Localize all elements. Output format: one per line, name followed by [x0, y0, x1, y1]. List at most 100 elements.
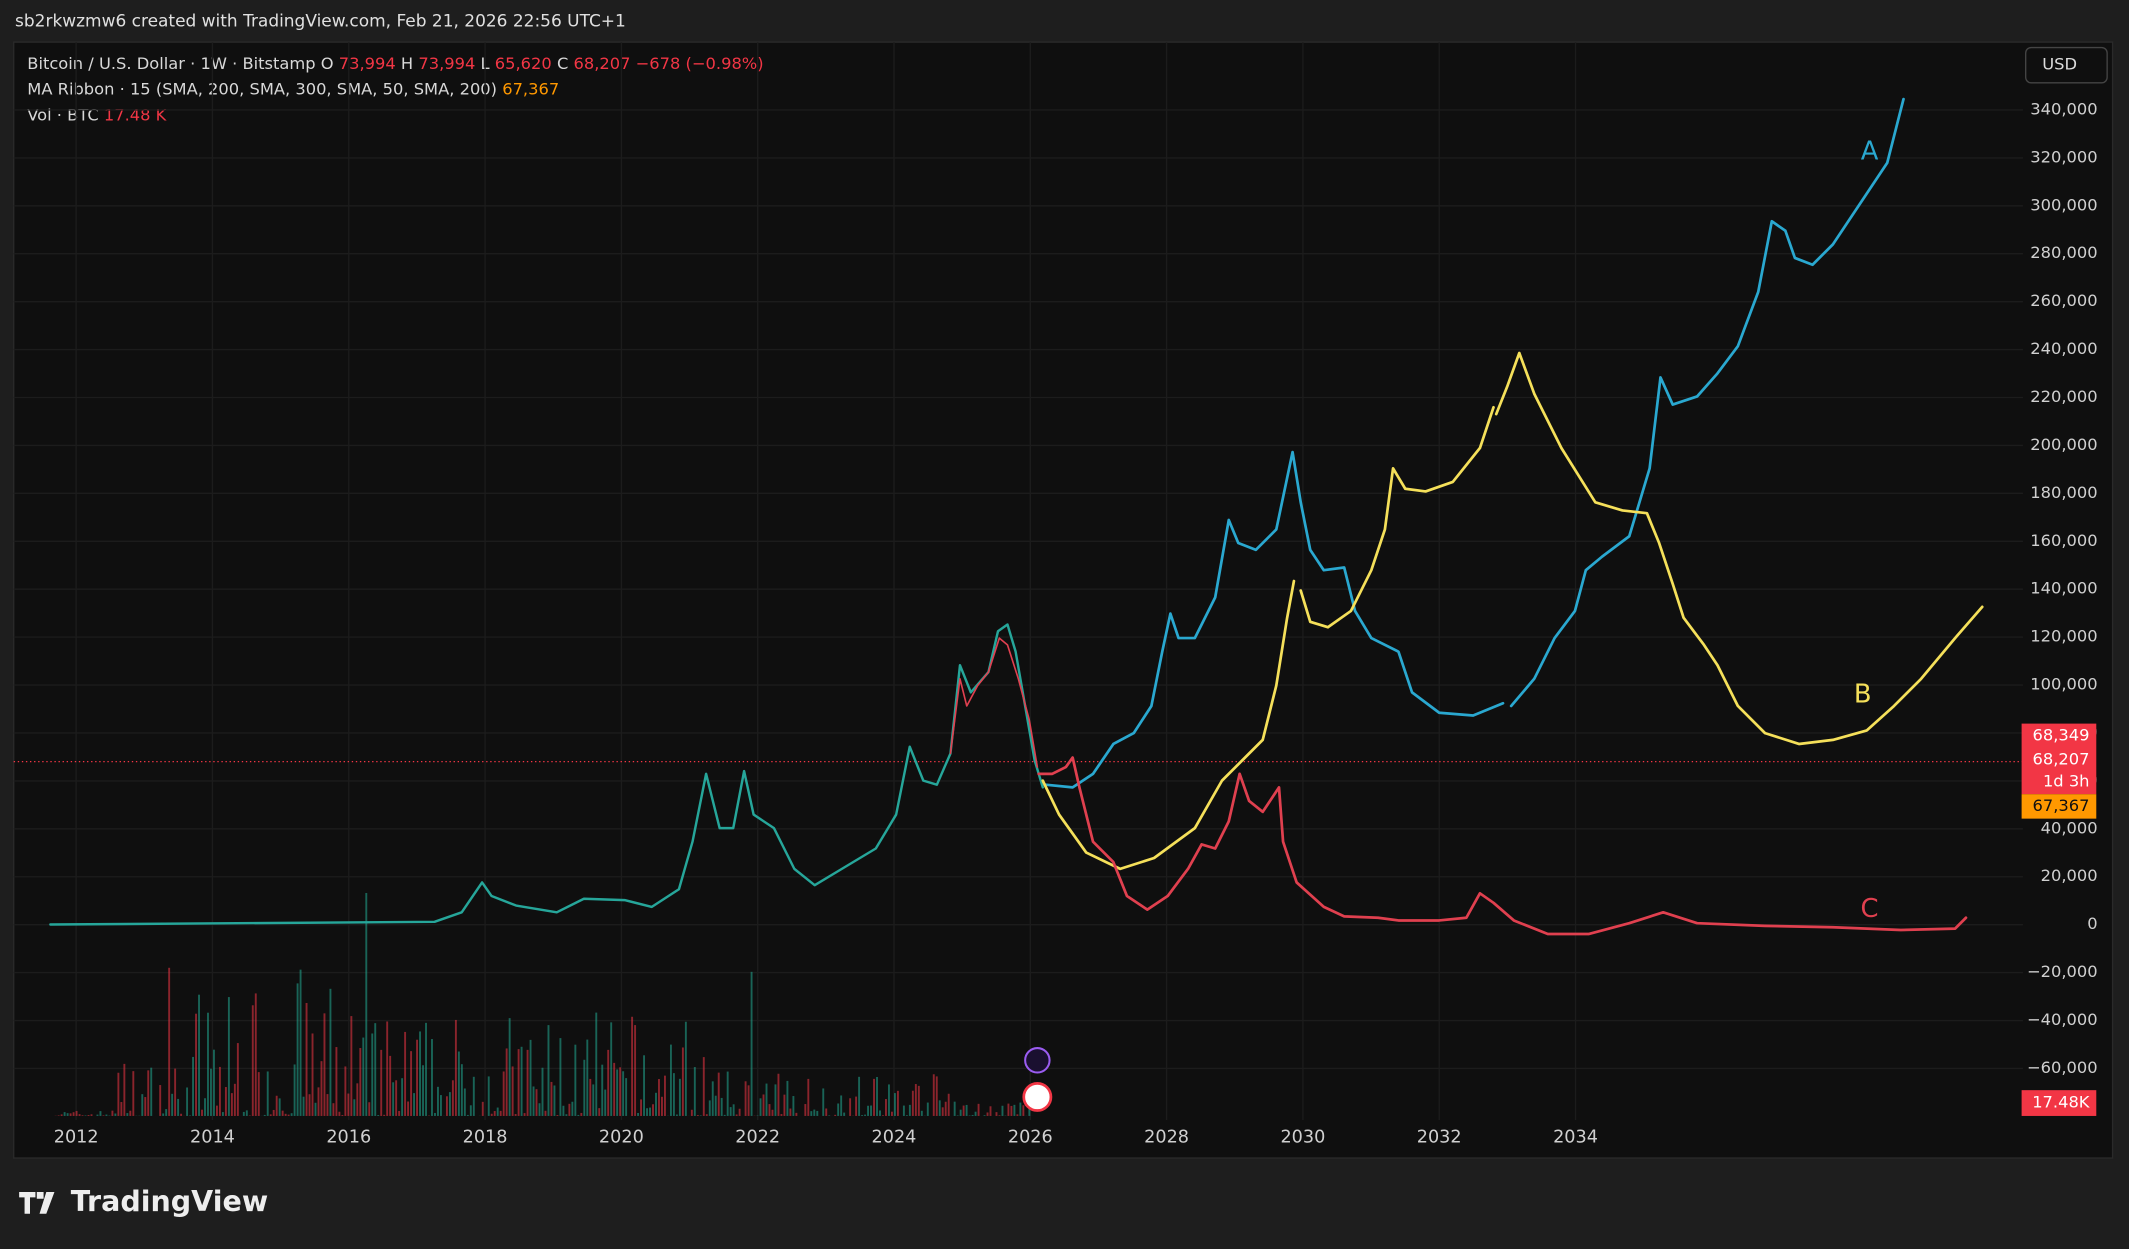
volume-bar: [577, 1114, 580, 1116]
y-tick-label: 140,000: [2030, 579, 2097, 598]
volume-bar: [926, 1102, 929, 1116]
volume-bar: [684, 1021, 687, 1116]
volume-bar: [469, 1105, 472, 1116]
volume-bar: [275, 1095, 278, 1116]
volume-bar: [308, 1094, 311, 1116]
volume-bar: [879, 1110, 881, 1116]
volume-bar: [198, 994, 200, 1116]
volume-bar: [953, 1101, 956, 1116]
ohlc-key: O: [321, 53, 334, 72]
volume-bar: [876, 1077, 878, 1116]
volume-bar: [592, 1084, 595, 1116]
volume-bar: [864, 1114, 867, 1116]
volume-bar: [460, 1064, 463, 1116]
volume-bar: [556, 1114, 559, 1116]
volume-bar: [574, 1044, 577, 1116]
volume-bar: [272, 1109, 275, 1116]
volume-bar: [938, 1100, 941, 1116]
volume-bar: [111, 1110, 114, 1116]
currency[interactable]: USD: [2042, 55, 2077, 74]
volume-bar: [1028, 1108, 1031, 1116]
volume-bar: [735, 1114, 738, 1116]
volume-bar: [729, 1107, 732, 1116]
volume-bar: [236, 1043, 239, 1116]
volume-bar: [63, 1112, 66, 1116]
volume-bar: [837, 1103, 840, 1116]
volume-bar: [1016, 1114, 1019, 1116]
volume-bar: [1001, 1105, 1004, 1116]
y-tick-label: 340,000: [2030, 99, 2097, 118]
price-label: 17.48K: [2032, 1093, 2091, 1112]
volume-bar: [914, 1084, 917, 1116]
volume-bar: [717, 1072, 720, 1116]
volume-bar: [254, 993, 257, 1116]
volume-bar: [323, 1013, 326, 1116]
x-tick-label: 2018: [463, 1128, 508, 1148]
x-tick-label: 2016: [326, 1128, 371, 1148]
volume-bar: [672, 1073, 675, 1116]
legend-change: −678 (−0.98%): [636, 53, 764, 72]
volume-bar: [344, 1066, 347, 1116]
volume-bar: [702, 1057, 705, 1116]
volume-bar: [380, 1049, 383, 1116]
volume-bar: [114, 1113, 117, 1116]
legend-symbol: Bitcoin / U.S. Dollar · 1W · Bitstamp: [27, 53, 315, 72]
volume-bar: [213, 1049, 215, 1116]
volume-bar: [517, 1049, 520, 1116]
volume-bar: [132, 1071, 135, 1116]
y-tick-label: 280,000: [2030, 243, 2097, 262]
volume-bar: [711, 1081, 714, 1116]
volume-bar: [616, 1069, 619, 1116]
volume-bar: [102, 1115, 105, 1116]
volume-bar: [374, 1023, 377, 1116]
volume-bar: [221, 1112, 224, 1116]
volume-bar: [445, 1096, 448, 1116]
volume-bar: [451, 1080, 454, 1116]
y-tick-label: 260,000: [2030, 291, 2097, 310]
volume-bar: [625, 1078, 628, 1116]
volume-bar: [861, 1115, 864, 1116]
volume-bar: [568, 1103, 571, 1116]
volume-bar: [631, 1016, 634, 1116]
volume-bar: [610, 1022, 613, 1116]
volume-bar: [705, 1114, 708, 1116]
drawing-b: [1494, 351, 1984, 746]
volume-bar: [419, 1031, 421, 1116]
y-tick-label: 320,000: [2030, 147, 2097, 166]
currency-button[interactable]: [2025, 46, 2108, 84]
x-tick-label: 2020: [599, 1128, 644, 1148]
volume-bar: [858, 1076, 861, 1116]
volume-bar: [1013, 1104, 1016, 1116]
volume-bar: [332, 1103, 335, 1116]
volume-bar: [974, 1111, 977, 1116]
volume-bar: [141, 1094, 144, 1116]
volume-bar: [583, 1059, 586, 1116]
volume-bar: [499, 1110, 502, 1116]
volume-bar: [828, 1115, 831, 1116]
volume-bar: [553, 1085, 556, 1116]
volume-bar: [813, 1109, 816, 1116]
volume-bar: [965, 1104, 968, 1116]
volume-bar: [508, 1018, 511, 1116]
volume-bar: [986, 1112, 989, 1116]
volume-bar: [983, 1115, 986, 1116]
volume-bar: [723, 1114, 726, 1116]
volume-bar: [144, 1097, 147, 1116]
volume-bar: [544, 1110, 547, 1116]
volume-bar: [634, 1025, 637, 1116]
volume-bar: [935, 1076, 938, 1116]
volume-bar: [780, 1114, 783, 1116]
volume-bar: [505, 1048, 508, 1116]
price-label: 1d 3h: [2043, 771, 2090, 790]
y-tick-label: −20,000: [2027, 962, 2098, 981]
volume-bar: [643, 1055, 645, 1116]
x-tick-label: 2034: [1553, 1128, 1598, 1148]
volume-bar: [1022, 1105, 1025, 1116]
volume-bar: [350, 1016, 353, 1116]
volume-bar: [669, 1044, 672, 1116]
volume-bar: [329, 988, 332, 1116]
volume-bar: [932, 1074, 935, 1116]
y-tick-label: 220,000: [2030, 387, 2097, 406]
volume-bar: [386, 1021, 389, 1116]
volume-bar: [920, 1110, 923, 1116]
